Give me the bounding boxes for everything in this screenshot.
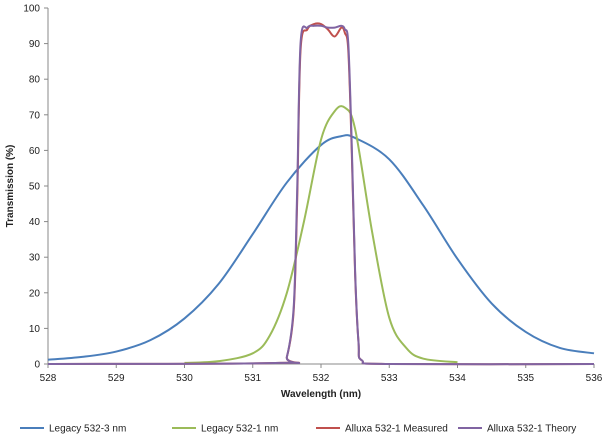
y-tick-label: 100 [23, 4, 40, 15]
tick-labels: 0 10 20 30 40 50 60 70 80 90 100 528 529 530 531 532 533… [23, 4, 602, 385]
series-line-alluxa-532-1-theory [47, 24, 595, 366]
legend-label: Legacy 532-3 nm [49, 424, 126, 435]
x-tick-label: 532 [313, 373, 330, 384]
x-tick-label: 535 [517, 373, 534, 384]
y-tick-label: 20 [29, 288, 41, 299]
y-axis-title: Transmission (%) [5, 145, 16, 228]
legend-item-legacy-532-1-nm: Legacy 532-1 nm [172, 424, 278, 435]
y-tick-label: 0 [34, 360, 40, 371]
legend-label: Legacy 532-1 nm [201, 424, 278, 435]
x-tick-label: 534 [449, 373, 466, 384]
x-tick-label: 528 [40, 373, 57, 384]
y-tick-label: 50 [29, 182, 41, 193]
legend-label: Alluxa 532-1 Theory [487, 424, 576, 435]
legend-item-legacy-532-3-nm: Legacy 532-3 nm [20, 424, 126, 435]
x-tick-label: 533 [381, 373, 398, 384]
y-tick-label: 10 [29, 324, 41, 335]
x-tick-label: 536 [586, 373, 603, 384]
x-axis-title: Wavelength (nm) [281, 389, 361, 400]
y-tick-label: 90 [29, 39, 41, 50]
legend: Legacy 532-3 nm Legacy 532-1 nm Alluxa 532… [20, 424, 576, 435]
legend-item-alluxa-532-1-theory: Alluxa 532-1 Theory [458, 424, 576, 435]
y-tick-label: 30 [29, 253, 41, 264]
series-layer [47, 22, 595, 366]
series-line-alluxa-532-1-measured [47, 22, 595, 366]
series-line-legacy-532-1-nm [184, 105, 458, 364]
y-tick-label: 40 [29, 217, 41, 228]
series-line-legacy-532-3-nm [47, 134, 595, 361]
y-tick-label: 60 [29, 146, 41, 157]
legend-item-alluxa-532-1-measured: Alluxa 532-1 Measured [316, 424, 448, 435]
axes [44, 7, 595, 368]
x-tick-label: 530 [176, 373, 193, 384]
legend-label: Alluxa 532-1 Measured [345, 424, 448, 435]
x-tick-label: 531 [244, 373, 261, 384]
x-tick-label: 529 [108, 373, 125, 384]
y-tick-label: 80 [29, 75, 41, 86]
y-tick-label: 70 [29, 110, 41, 121]
